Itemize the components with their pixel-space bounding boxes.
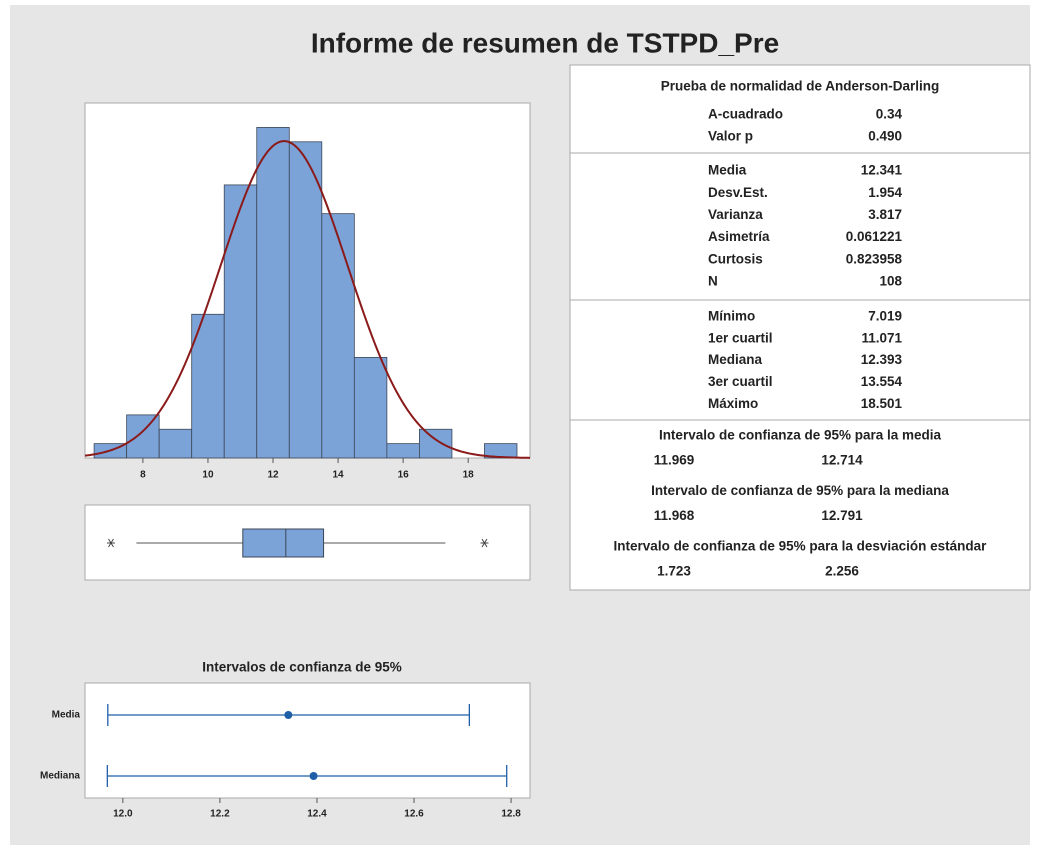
histogram-bar — [256, 127, 290, 459]
stat-value: 18.501 — [861, 396, 903, 411]
stat-value: 0.061221 — [846, 229, 903, 244]
histogram-bar — [126, 414, 160, 459]
ci-point — [284, 711, 293, 719]
x-tick-label: 12.8 — [501, 809, 521, 820]
interval-low: 11.968 — [654, 508, 695, 523]
stat-value: 0.490 — [868, 129, 902, 144]
x-tick-label: 14 — [333, 470, 345, 481]
histogram-bar — [419, 428, 453, 459]
stat-label: Máximo — [708, 396, 758, 411]
x-tick-label: 10 — [202, 470, 214, 481]
interval-heading: Intervalo de confianza de 95% para la me… — [651, 483, 949, 498]
interval-heading: Intervalo de confianza de 95% para la de… — [614, 539, 988, 554]
stat-value: 3.817 — [868, 207, 902, 222]
histogram-bar — [386, 443, 420, 459]
stat-label: Varianza — [708, 207, 763, 222]
stat-label: Valor p — [708, 129, 753, 144]
stat-label: N — [708, 274, 718, 289]
report-title: Informe de resumen de TSTPD_Pre — [311, 27, 779, 58]
ci-point — [309, 772, 318, 780]
interval-high: 12.791 — [821, 508, 863, 523]
stat-value: 108 — [879, 274, 902, 289]
row-label: Mediana — [40, 771, 80, 782]
stat-label: 1er cuartil — [708, 330, 773, 345]
stat-label: Mediana — [708, 352, 763, 367]
interval-high: 12.714 — [821, 453, 863, 468]
histogram-bar — [321, 213, 355, 459]
section-title: Prueba de normalidad de Anderson-Darling — [661, 79, 940, 94]
outlier — [106, 538, 115, 548]
outlier — [480, 538, 489, 548]
x-tick-label: 12 — [267, 470, 279, 481]
interval-low: 1.723 — [657, 564, 691, 579]
normal-fit-curve — [84, 140, 531, 459]
box — [242, 528, 325, 558]
interval-title: Intervalos de confianza de 95% — [202, 660, 402, 675]
stats-table — [569, 64, 1031, 591]
stat-label: Curtosis — [708, 251, 763, 266]
stat-label: A-cuadrado — [708, 107, 783, 122]
stat-value: 1.954 — [868, 185, 902, 200]
stat-label: Asimetría — [708, 229, 770, 244]
stat-value: 12.393 — [861, 352, 903, 367]
x-tick-label: 8 — [140, 470, 146, 481]
stat-label: Mínimo — [708, 309, 755, 324]
row-label: Media — [52, 710, 81, 721]
stat-value: 11.071 — [861, 330, 902, 345]
interval-low: 11.969 — [654, 453, 695, 468]
interval-panel — [84, 682, 531, 799]
interval-heading: Intervalo de confianza de 95% para la me… — [659, 428, 942, 443]
stat-label: Media — [708, 163, 747, 178]
histogram-bar — [223, 184, 258, 459]
interval-high: 2.256 — [825, 564, 859, 579]
histogram-bar — [158, 428, 193, 459]
stat-label: 3er cuartil — [708, 374, 773, 389]
stat-value: 12.341 — [861, 163, 903, 178]
histogram-bar — [353, 356, 388, 459]
x-tick-label: 12.2 — [210, 809, 230, 820]
stat-value: 7.019 — [868, 309, 902, 324]
stat-value: 0.823958 — [846, 251, 903, 266]
x-tick-label: 12.6 — [404, 809, 424, 820]
histogram-bar — [288, 141, 323, 459]
stat-value: 13.554 — [861, 374, 903, 389]
stat-label: Desv.Est. — [708, 185, 768, 200]
x-tick-label: 16 — [398, 470, 410, 481]
x-tick-label: 12.0 — [113, 809, 133, 820]
x-tick-label: 18 — [463, 470, 475, 481]
stat-value: 0.34 — [876, 107, 903, 122]
x-tick-label: 12.4 — [307, 809, 327, 820]
